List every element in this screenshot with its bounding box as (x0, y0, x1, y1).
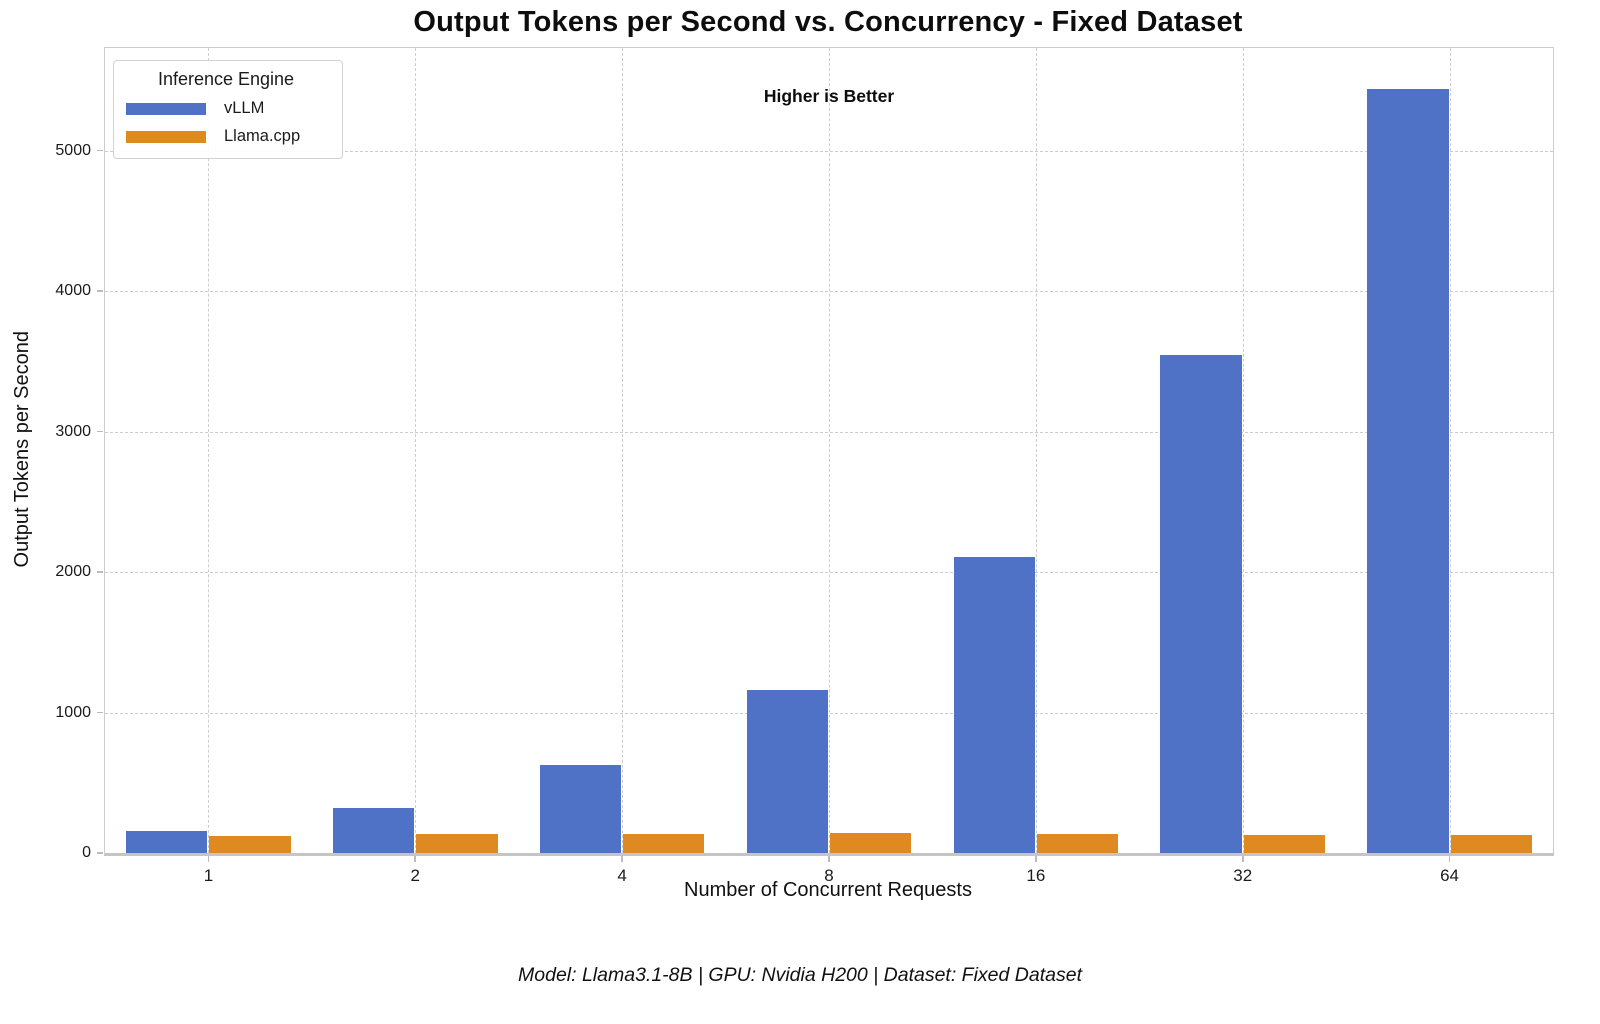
y-tick-mark-1000 (97, 711, 103, 714)
y-axis-title: Output Tokens per Second (10, 331, 33, 568)
legend-swatch-vllm (126, 102, 206, 115)
y-tick-mark-0 (97, 852, 103, 854)
gridline-x-64 (1449, 48, 1451, 853)
gridline-x-4 (622, 48, 624, 853)
legend-swatch-llamacpp (126, 130, 206, 143)
bar-llama-cpp-32 (1243, 834, 1325, 853)
y-tick-mark-4000 (97, 290, 103, 292)
x-tick-label-2: 2 (410, 866, 421, 885)
bar-llama-cpp-4 (623, 833, 705, 853)
bar-vllm-8 (746, 690, 828, 853)
y-tick-label-4000: 4000 (55, 282, 91, 300)
gridline-x-2 (415, 48, 417, 853)
y-tick-label-3000: 3000 (55, 422, 91, 440)
y-tick-label-5000: 5000 (55, 141, 91, 159)
x-tick-label-32: 32 (1233, 866, 1253, 885)
x-tick-mark-8 (828, 856, 830, 862)
legend-entry-llamacpp: Llama.cpp (126, 127, 326, 146)
y-tick-mark-5000 (97, 149, 103, 152)
bar-vllm-4 (539, 764, 622, 853)
x-tick-label-8: 8 (824, 866, 834, 885)
bar-llama-cpp-2 (416, 834, 498, 853)
gridline-x-1 (208, 48, 210, 853)
gridline-x-8 (829, 48, 830, 853)
bar-vllm-1 (126, 831, 208, 853)
legend: Inference Engine vLLM Llama.cpp (113, 60, 343, 159)
x-tick-label-4: 4 (617, 866, 627, 885)
legend-label-llamacpp: Llama.cpp (224, 127, 301, 145)
chart-title: Output Tokens per Second vs. Concurrency… (413, 6, 1243, 38)
x-tick-mark-2 (414, 856, 417, 862)
bar-vllm-16 (953, 556, 1035, 853)
bar-llama-cpp-8 (830, 833, 912, 853)
footer-note: Model: Llama3.1-8B | GPU: Nvidia H200 | … (518, 964, 1082, 986)
x-tick-label-1: 1 (203, 866, 214, 885)
x-tick-mark-16 (1035, 856, 1037, 862)
gridline-x-32 (1242, 48, 1244, 853)
y-tick-label-1000: 1000 (55, 703, 91, 721)
x-tick-label-16: 16 (1026, 866, 1046, 885)
legend-entry-vllm: vLLM (126, 99, 326, 118)
x-tick-mark-1 (207, 856, 210, 862)
plot-area: Higher is Better Inference Engine vLLM L… (55, 47, 1554, 885)
y-tick-mark-2000 (97, 571, 103, 573)
legend-title: Inference Engine (157, 69, 295, 89)
x-tick-mark-64 (1448, 856, 1451, 862)
bar-llama-cpp-16 (1036, 833, 1119, 853)
gridline-x-16 (1035, 48, 1037, 853)
y-tick-label-0: 0 (82, 844, 91, 861)
y-tick-label-2000: 2000 (55, 563, 91, 581)
legend-label-vllm: vLLM (224, 99, 265, 117)
x-tick-label-64: 64 (1440, 866, 1460, 885)
bar-llama-cpp-1 (209, 836, 291, 853)
y-tick-mark-3000 (97, 430, 103, 433)
bar-vllm-2 (333, 807, 415, 853)
x-tick-mark-4 (621, 856, 623, 862)
bar-vllm-64 (1367, 88, 1449, 853)
bar-llama-cpp-64 (1450, 835, 1532, 853)
bar-vllm-32 (1160, 354, 1242, 853)
y-axis-title-wrap: Output Tokens per Second (8, 47, 36, 852)
x-axis-title: Number of Concurrent Requests (684, 879, 972, 901)
x-tick-mark-32 (1241, 856, 1244, 862)
